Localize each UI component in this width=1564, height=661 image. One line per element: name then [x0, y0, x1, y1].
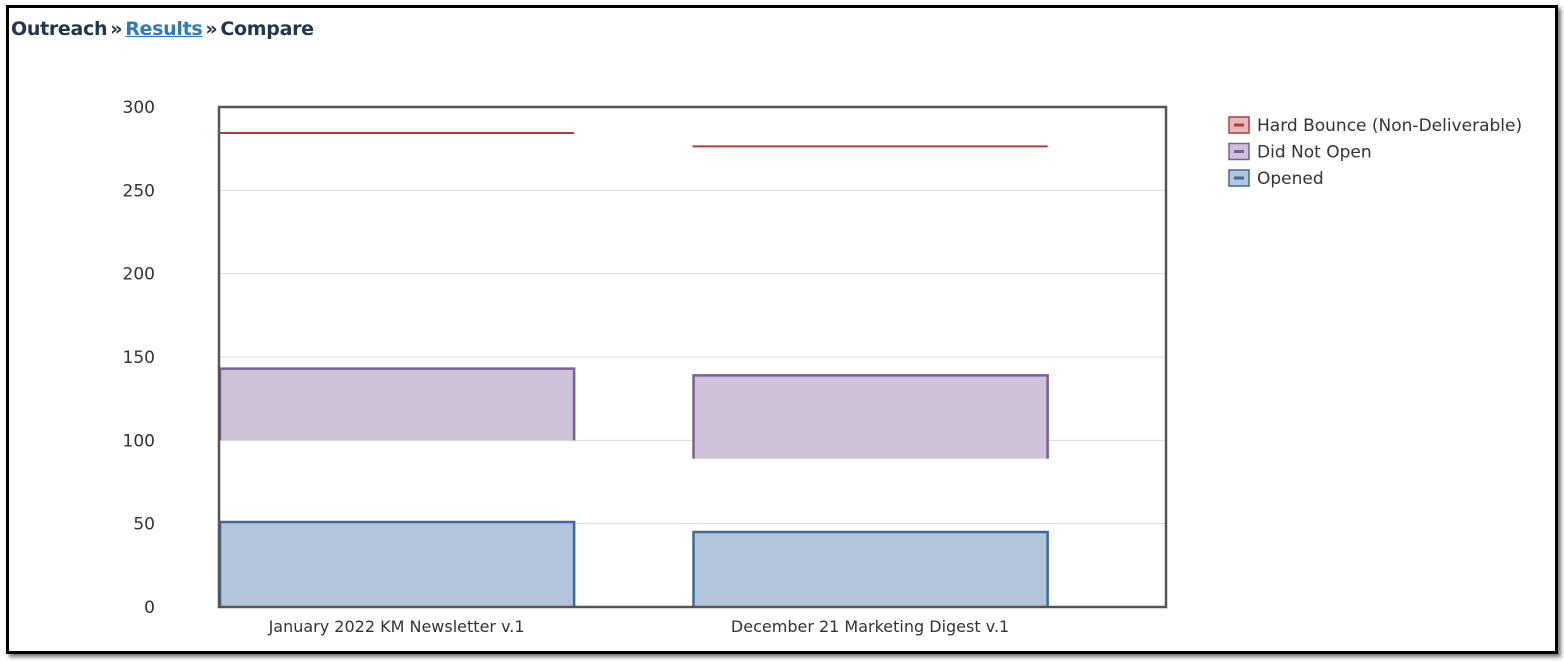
- bar-outline: [692, 530, 1049, 607]
- plot-border: [217, 105, 1168, 609]
- breadcrumb-current: Compare: [220, 18, 314, 40]
- breadcrumb-link-results[interactable]: Results: [125, 18, 203, 40]
- legend-swatch-mark: [1234, 150, 1244, 153]
- y-tick-label: 100: [123, 431, 155, 451]
- bar-did-not-open[interactable]: [220, 368, 575, 441]
- bar-outline: [692, 374, 1049, 459]
- legend-label[interactable]: Hard Bounce (Non-Deliverable): [1257, 116, 1522, 136]
- x-category-label: January 2022 KM Newsletter v.1: [268, 617, 525, 636]
- legend-swatch-mark: [1234, 123, 1244, 127]
- bar-opened[interactable]: [220, 522, 575, 607]
- bar-did-not-open[interactable]: [693, 375, 1048, 459]
- breadcrumb-separator: »: [205, 18, 218, 40]
- y-tick-label: 200: [123, 265, 155, 285]
- x-category-label: December 21 Marketing Digest v.1: [731, 617, 1009, 636]
- y-tick-label: 300: [123, 98, 155, 118]
- y-tick-label: 250: [123, 181, 155, 201]
- breadcrumb: Outreach» Results» Compare: [11, 18, 314, 40]
- legend-label[interactable]: Did Not Open: [1257, 143, 1372, 163]
- bar-opened[interactable]: [693, 532, 1048, 607]
- legend-swatch-mark: [1234, 176, 1244, 180]
- y-tick-label: 150: [123, 348, 155, 368]
- y-tick-label: 0: [144, 598, 155, 618]
- breadcrumb-root: Outreach: [11, 18, 108, 40]
- legend-label[interactable]: Opened: [1257, 169, 1324, 189]
- breadcrumb-separator: »: [110, 18, 123, 40]
- y-tick-label: 50: [133, 515, 155, 535]
